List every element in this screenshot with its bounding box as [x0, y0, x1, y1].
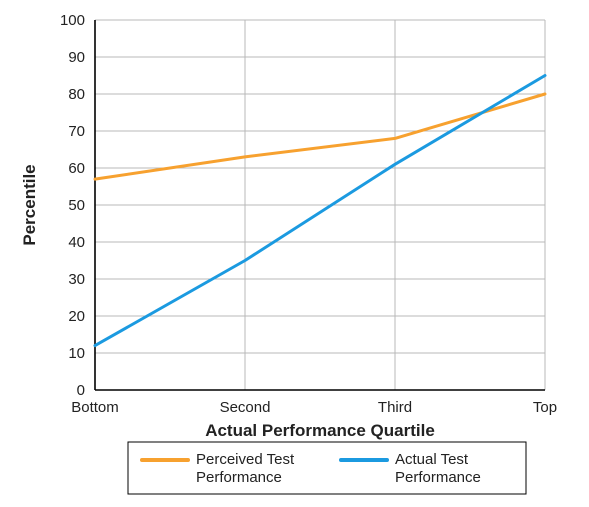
y-axis-title: Percentile	[20, 164, 39, 245]
y-tick-label: 20	[68, 308, 85, 325]
y-tick-label: 100	[60, 12, 85, 29]
y-tick-label: 70	[68, 123, 85, 140]
y-tick-label: 30	[68, 271, 85, 288]
legend-label-line2: Performance	[395, 469, 481, 486]
legend-label-line2: Performance	[196, 469, 282, 486]
legend: Perceived TestPerformanceActual TestPerf…	[128, 442, 526, 494]
y-tick-label: 10	[68, 345, 85, 362]
y-tick-label: 60	[68, 160, 85, 177]
y-tick-label: 40	[68, 234, 85, 251]
legend-label-line1: Perceived Test	[196, 451, 295, 468]
y-tick-label: 50	[68, 197, 85, 214]
y-tick-label: 80	[68, 86, 85, 103]
y-tick-label: 90	[68, 49, 85, 66]
x-tick-label: Second	[220, 399, 271, 416]
legend-label-line1: Actual Test	[395, 451, 469, 468]
x-tick-label: Bottom	[71, 399, 119, 416]
line-chart: 0 10 20 30 40 50 60 70 80 90 100 Bottom Second Third T…	[0, 0, 589, 507]
x-tick-label: Top	[533, 399, 557, 416]
y-tick-label: 0	[77, 382, 85, 399]
chart-container: 0 10 20 30 40 50 60 70 80 90 100 Bottom Second Third T…	[0, 0, 589, 507]
x-tick-label: Third	[378, 399, 412, 416]
x-axis-title: Actual Performance Quartile	[205, 421, 435, 440]
